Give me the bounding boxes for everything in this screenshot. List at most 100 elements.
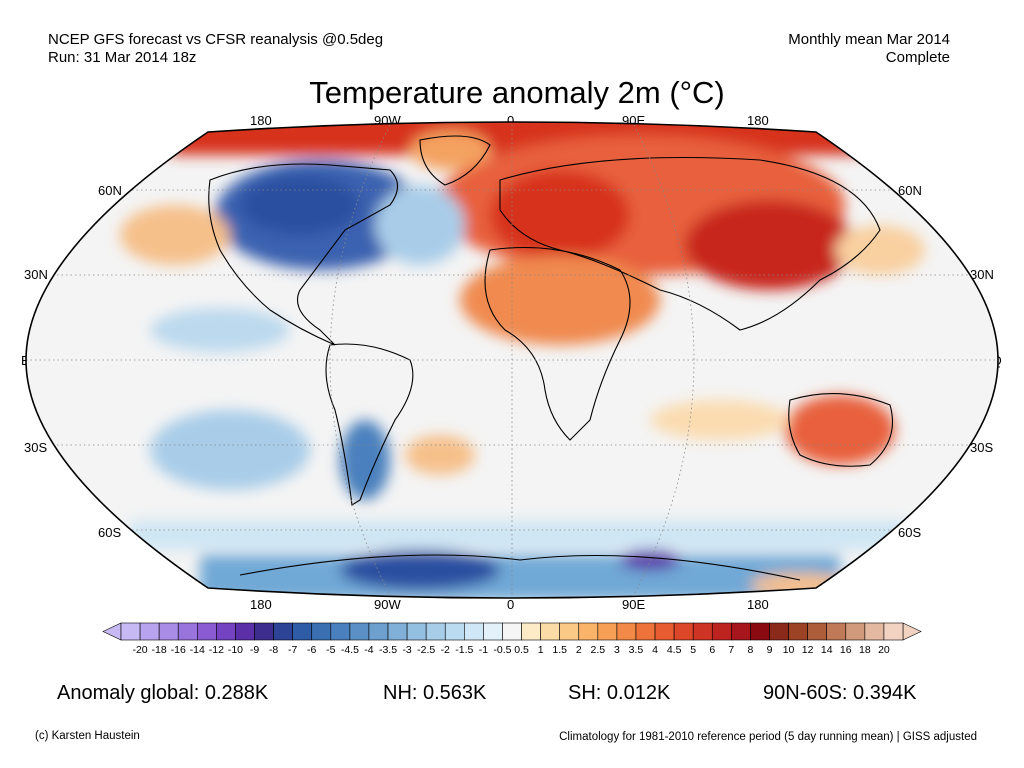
north-america-outline bbox=[208, 163, 399, 346]
australia-outline bbox=[788, 393, 894, 467]
stat-global: Anomaly global: 0.288K bbox=[57, 682, 269, 704]
colorbar-cell bbox=[750, 622, 770, 641]
lon-label-top-0: 0 bbox=[507, 113, 515, 128]
greenland-warm bbox=[410, 130, 490, 170]
colorbar-tick-label: 3.5 bbox=[629, 644, 644, 656]
colorbar-tick-label: 0.5 bbox=[514, 644, 529, 656]
colorbar-cell bbox=[120, 622, 141, 641]
north-pacific-warm bbox=[120, 205, 230, 265]
colorbar-tick-label: 1.5 bbox=[552, 644, 567, 656]
antarctica-cool bbox=[200, 555, 840, 598]
colorbar-tick-label: -0.5 bbox=[493, 644, 511, 656]
colorbar-cell bbox=[444, 622, 465, 641]
colorbar-tick-label: 4.5 bbox=[667, 644, 682, 656]
colorbar-tick-label: -3.5 bbox=[379, 644, 397, 656]
south-pacific-cool bbox=[150, 410, 310, 490]
colorbar-cell bbox=[731, 622, 751, 641]
eurasia-outline bbox=[499, 156, 881, 331]
lat-label-right-30n: 30N bbox=[970, 267, 994, 282]
colorbar-tick-label: -9 bbox=[250, 644, 259, 656]
pacific-cool bbox=[150, 308, 290, 352]
header-run-info: Run: 31 Mar 2014 18z bbox=[48, 49, 197, 66]
colorbar-cell bbox=[635, 622, 656, 641]
colorbar-cell bbox=[673, 622, 694, 641]
colorbar-cell bbox=[826, 622, 847, 641]
header-model-info: NCEP GFS forecast vs CFSR reanalysis @0.… bbox=[48, 31, 384, 48]
colorbar-cell bbox=[158, 622, 179, 641]
colorbar-tick-label: 2.5 bbox=[591, 644, 606, 656]
colorbar-tick-label: -14 bbox=[190, 644, 205, 656]
colorbar-cell bbox=[368, 622, 389, 641]
colorbar-cell bbox=[769, 622, 789, 641]
footer-climatology-note: Climatology for 1981-2010 reference peri… bbox=[559, 731, 977, 743]
australia-warm bbox=[785, 395, 895, 465]
colorbar-cell bbox=[330, 622, 351, 641]
colorbar-cell bbox=[254, 622, 274, 641]
indian-ocean-warm bbox=[650, 400, 790, 440]
colorbar-tick-label: -18 bbox=[152, 644, 167, 656]
lat-label-right-30s: 30S bbox=[970, 440, 994, 455]
colorbar-tick-label: 5 bbox=[690, 644, 696, 656]
lat-label-left-60s: 60S bbox=[98, 525, 122, 540]
africa-outline bbox=[484, 246, 631, 441]
lat-label-left-60n: 60N bbox=[98, 183, 122, 198]
colorbar-tick-label: -5 bbox=[326, 644, 335, 656]
colorbar-cell bbox=[406, 622, 427, 641]
colorbar-tick-label: 6 bbox=[709, 644, 715, 656]
colorbar-cell bbox=[196, 622, 217, 641]
colorbar-cell bbox=[616, 622, 637, 641]
colorbar-cell bbox=[597, 622, 618, 641]
lat-label-left-30s: 30S bbox=[24, 440, 48, 455]
stat-sh: SH: 0.012K bbox=[568, 682, 671, 704]
graticule bbox=[26, 122, 998, 598]
colorbar-cell bbox=[464, 622, 484, 641]
antarctica-outline bbox=[239, 554, 801, 581]
colorbar-tick-label: 7 bbox=[728, 644, 734, 656]
colorbar-cell bbox=[349, 622, 370, 641]
lat-label-left-30n: 30N bbox=[24, 267, 48, 282]
colorbar-tick-label: -1.5 bbox=[455, 644, 473, 656]
colorbar-cell bbox=[273, 622, 293, 641]
south-america-cold bbox=[340, 420, 390, 500]
colorbar-cell bbox=[216, 622, 236, 641]
west-pacific-warm bbox=[835, 225, 925, 275]
lon-label-bottom-90e: 90E bbox=[622, 597, 646, 612]
south-america-outline bbox=[325, 343, 414, 506]
colorbar-cells bbox=[102, 622, 922, 641]
gridline-90w bbox=[329, 124, 391, 596]
colorbar-cell bbox=[387, 622, 408, 641]
colorbar: -20 -18 -16 -14 -12 -10 -9 -8 -7 -6 -5 -4.5 -4 -3.5 -3… bbox=[102, 622, 922, 656]
southern-ocean-cool bbox=[130, 520, 910, 550]
colorbar-tick-labels: -20 -18 -16 -14 -12 -10 -9 -8 -7 -6 -5 -4.5 -4 -3.5 -3… bbox=[132, 644, 889, 656]
coastlines bbox=[208, 135, 894, 581]
colorbar-cell bbox=[425, 622, 446, 641]
colorbar-tick-label: 16 bbox=[840, 644, 852, 656]
lon-label-top-180w: 180 bbox=[250, 113, 272, 128]
colorbar-tick-label: -1 bbox=[479, 644, 488, 656]
map-title: Temperature anomaly 2m (°C) bbox=[309, 75, 725, 110]
colorbar-min-arrow bbox=[102, 622, 122, 641]
colorbar-tick-label: -4.5 bbox=[341, 644, 359, 656]
colorbar-tick-label: 1 bbox=[538, 644, 544, 656]
colorbar-tick-label: -2.5 bbox=[417, 644, 435, 656]
colorbar-cell bbox=[559, 622, 580, 641]
colorbar-cell bbox=[292, 622, 313, 641]
stat-90n-60s: 90N-60S: 0.394K bbox=[763, 682, 917, 704]
colorbar-cell bbox=[578, 622, 599, 641]
colorbar-cell bbox=[483, 622, 503, 641]
colorbar-cell bbox=[139, 622, 160, 641]
colorbar-tick-label: -2 bbox=[441, 644, 450, 656]
greenland-outline bbox=[419, 135, 491, 186]
lat-label-right-60n: 60N bbox=[898, 183, 922, 198]
colorbar-max-arrow bbox=[902, 622, 922, 641]
colorbar-tick-label: -7 bbox=[288, 644, 297, 656]
colorbar-tick-label: 8 bbox=[747, 644, 753, 656]
colorbar-tick-label: -12 bbox=[209, 644, 224, 656]
colorbar-tick-label: 2 bbox=[576, 644, 582, 656]
colorbar-tick-label: -20 bbox=[132, 644, 147, 656]
south-atlantic-warm bbox=[405, 435, 475, 475]
colorbar-cell bbox=[521, 622, 541, 641]
colorbar-tick-label: -6 bbox=[307, 644, 316, 656]
colorbar-tick-label: -4 bbox=[364, 644, 373, 656]
